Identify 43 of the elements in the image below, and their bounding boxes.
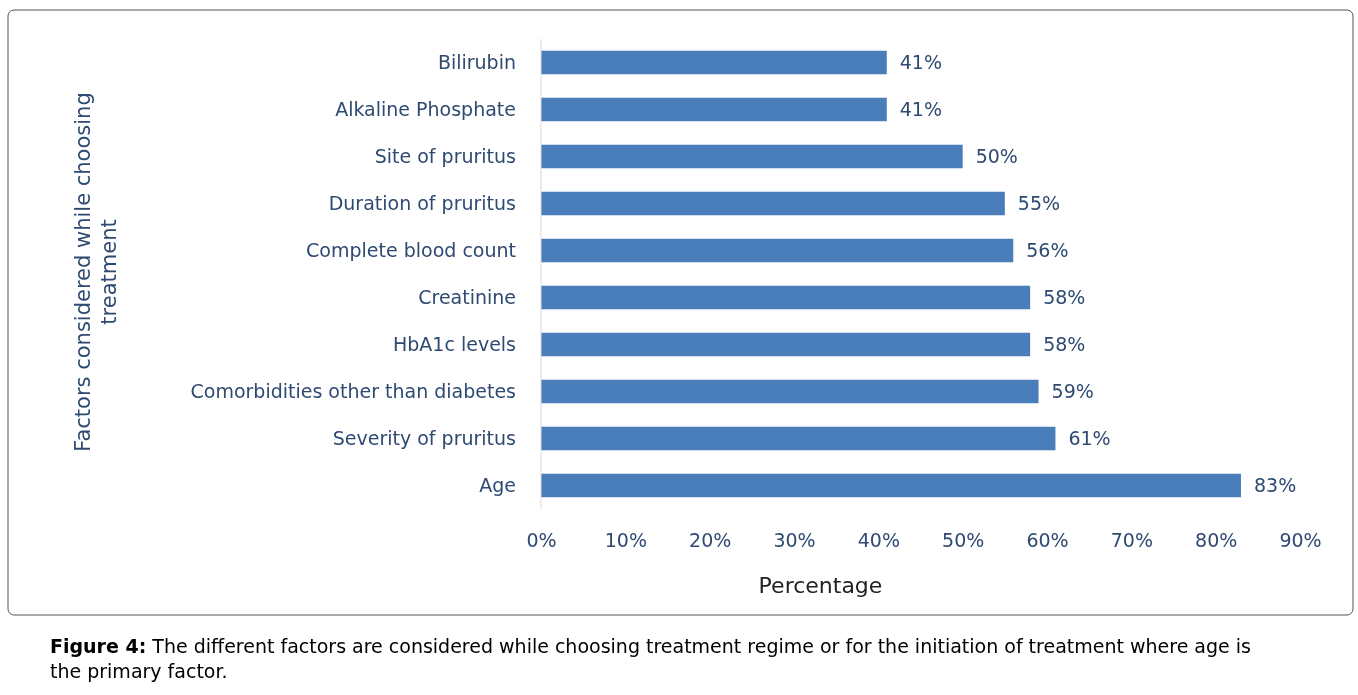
y-tick-label: HbA1c levels — [393, 332, 516, 355]
x-tick-label: 30% — [773, 529, 816, 552]
data-label: 58% — [1043, 286, 1086, 309]
x-tick-label: 90% — [1279, 529, 1322, 552]
bar — [541, 473, 1241, 498]
bar — [541, 332, 1031, 357]
x-tick-label: 80% — [1195, 529, 1238, 552]
x-tick-label: 50% — [942, 529, 985, 552]
bar — [541, 50, 887, 75]
x-tick-label: 0% — [526, 529, 557, 552]
data-label: 83% — [1253, 474, 1297, 497]
y-tick-label: Severity of pruritus — [332, 426, 516, 449]
x-tick-label: 60% — [1026, 529, 1069, 552]
y-tick-label: Complete blood count — [306, 238, 516, 261]
bar — [541, 238, 1014, 263]
data-label: 61% — [1068, 427, 1111, 450]
bar — [541, 379, 1039, 404]
x-tick-label: 40% — [857, 529, 900, 552]
data-label: 56% — [1026, 239, 1069, 262]
bar — [541, 144, 963, 169]
data-label: 59% — [1051, 380, 1094, 403]
bar — [541, 285, 1031, 310]
x-tick-label: 10% — [604, 529, 647, 552]
y-tick-label: Age — [479, 473, 516, 496]
data-label: 41% — [899, 98, 942, 121]
caption: Figure 4: The different factors are considered while choosing treatment regime or for the initiation of treatment where age is the primary factor. — [50, 635, 1251, 682]
x-tick-label: 20% — [689, 529, 732, 552]
bar — [541, 97, 887, 122]
data-label: 50% — [975, 145, 1018, 168]
y-tick-label: Creatinine — [418, 285, 516, 308]
x-axis-title: Percentage — [758, 573, 883, 598]
y-tick-label: Comorbidities other than diabetes — [190, 379, 516, 402]
x-tick-label: 70% — [1110, 529, 1153, 552]
bar — [541, 191, 1005, 216]
y-tick-label: Duration of pruritus — [328, 191, 516, 214]
y-tick-label: Alkaline Phosphate — [335, 97, 516, 120]
data-label: 41% — [899, 51, 942, 74]
data-label: 55% — [1017, 192, 1061, 215]
y-tick-label: Bilirubin — [437, 50, 516, 73]
data-label: 58% — [1043, 333, 1086, 356]
bar — [541, 426, 1056, 451]
y-tick-label: Site of pruritus — [374, 144, 516, 167]
y-axis-title: Factors considered while choosing treatment — [71, 92, 122, 452]
